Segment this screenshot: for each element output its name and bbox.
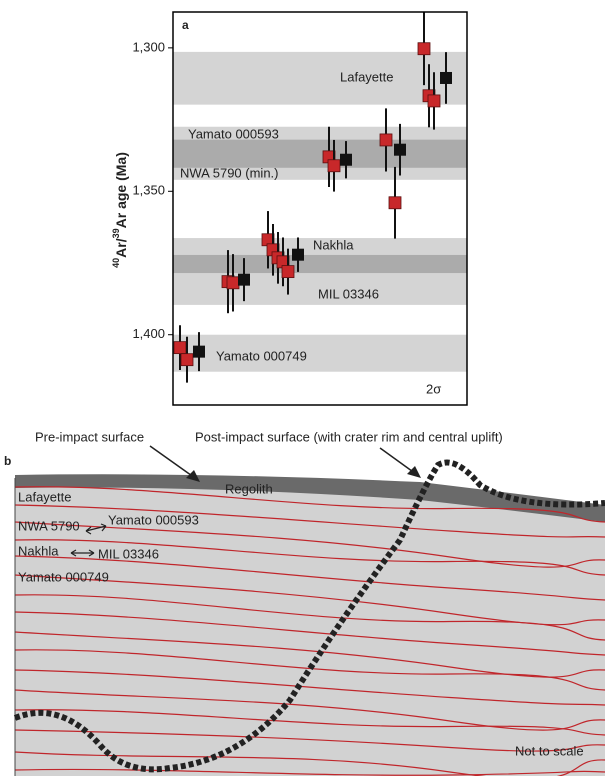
y-tick-label: 1,400: [132, 326, 165, 341]
layer-line: [14, 504, 605, 538]
arrow: [70, 549, 95, 557]
arrow-head: [186, 470, 200, 482]
point: [417, 42, 431, 56]
regolith: [15, 474, 605, 522]
point: [193, 345, 205, 358]
layer-line: [14, 539, 605, 576]
layer-line: [14, 574, 605, 626]
point: [394, 143, 406, 156]
arrow: [149, 445, 196, 479]
plot-frame: [172, 11, 468, 406]
band: [173, 51, 467, 105]
band-label: Nakhla: [313, 237, 354, 252]
point: [327, 159, 341, 173]
label: Pre-impact surface: [35, 429, 144, 444]
band-label: MIL 03346: [318, 286, 379, 301]
layer-label: NWA 5790: [18, 518, 80, 533]
layer-label: MIL 03346: [98, 546, 159, 561]
note: Not to scale: [515, 743, 584, 758]
label: Regolith: [225, 481, 273, 496]
band: [173, 334, 467, 372]
layer-line: [14, 751, 605, 776]
layer-line: [14, 689, 605, 731]
point: [427, 94, 441, 108]
layer-label: Lafayette: [18, 489, 72, 504]
arrow: [379, 447, 417, 475]
layer-line: [14, 611, 605, 656]
point: [388, 196, 402, 210]
chart-a: Lafayette Yamato 000593 NWA 5790 (min.) Nak…: [132, 11, 468, 406]
point: [238, 273, 250, 286]
layer-label: Nakhla: [18, 543, 59, 558]
y-title-part: Ar/: [113, 238, 129, 258]
layer-line: [14, 729, 605, 752]
y-title-part: 40: [111, 258, 121, 268]
layer-line: [14, 669, 605, 706]
y-axis-title: 40Ar/39Ar age (Ma): [111, 152, 128, 268]
point: [340, 153, 352, 166]
y-tick-label: 1,350: [132, 183, 165, 198]
point: [226, 276, 240, 290]
layer-label: Yamato 000593: [108, 512, 199, 527]
arrow: [85, 523, 107, 535]
y-title-part: Ar age (Ma): [113, 152, 129, 228]
layer-label: Yamato 000749: [18, 569, 109, 584]
point: [379, 133, 393, 147]
layer-line: [14, 594, 605, 641]
point: [281, 265, 295, 279]
panel-label: b: [4, 454, 11, 468]
layer-line: [14, 631, 605, 678]
band-label: Lafayette: [340, 70, 394, 85]
arrow-head: [407, 466, 421, 478]
point: [440, 71, 452, 84]
layer-line: [14, 709, 605, 736]
y-tick-label: 1,300: [132, 39, 165, 54]
band-label: NWA 5790 (min.): [180, 165, 279, 180]
layer-line: [14, 521, 605, 568]
band: [173, 139, 467, 168]
band-label: Yamato 000593: [188, 126, 279, 141]
panel-label: a: [182, 18, 189, 32]
point: [180, 353, 194, 367]
sigma-label: 2σ: [426, 381, 441, 396]
layer-line: [14, 555, 605, 601]
point: [173, 341, 187, 355]
point: [292, 248, 304, 261]
diagram-b: b Pre-impact surface Post-impact surface…: [4, 429, 605, 776]
post-impact-surface: [13, 459, 605, 773]
band-label: Yamato 000749: [216, 348, 307, 363]
crust: [15, 478, 605, 776]
band: [173, 254, 467, 274]
label: Post-impact surface (with crater rim and…: [195, 429, 503, 444]
layer-line: [14, 649, 605, 691]
y-title-part: 39: [111, 228, 121, 238]
